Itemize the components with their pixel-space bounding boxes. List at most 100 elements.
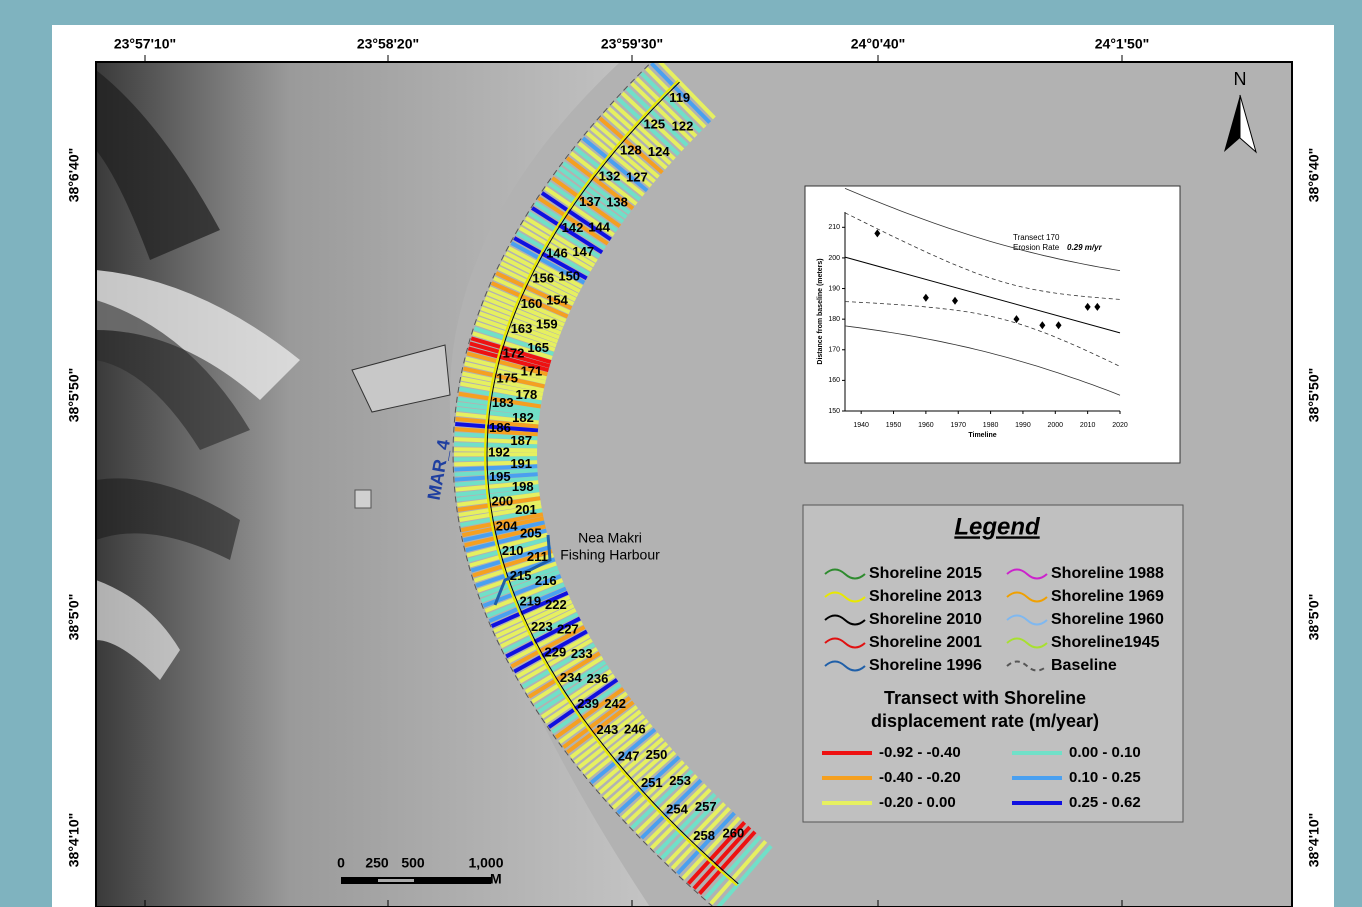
- transect-label: 124: [648, 144, 670, 159]
- y-tick-label: 170: [828, 347, 840, 354]
- transect-label: 239: [577, 696, 599, 711]
- transect-label: 171: [521, 364, 543, 379]
- transect-label: 150: [558, 268, 580, 283]
- legend-label: Shoreline 2013: [869, 588, 982, 605]
- lat-label: 38°6'40": [66, 148, 82, 203]
- scale-bar: [378, 879, 414, 882]
- legend-label: Shoreline 1988: [1051, 565, 1164, 582]
- scale-bar: [341, 877, 491, 884]
- transect-label: 250: [646, 747, 668, 762]
- y-axis-label: Distance from baseline (meters): [817, 258, 824, 364]
- legend-label: Shoreline 1969: [1051, 588, 1164, 605]
- page: 1191221251241281271321381371441421471461…: [0, 0, 1362, 907]
- lat-label: 38°5'50": [66, 368, 82, 423]
- x-tick-label: 2010: [1080, 422, 1096, 429]
- transect-label: 156: [532, 271, 554, 286]
- legend-label: Shoreline 2010: [869, 611, 982, 628]
- transect-label: 253: [669, 773, 691, 788]
- transect-label: 195: [489, 469, 511, 484]
- transect-label: 222: [545, 597, 567, 612]
- lat-label: 38°4'10": [1306, 813, 1322, 868]
- transect-label: 223: [531, 619, 553, 634]
- transect-label: 204: [496, 518, 518, 533]
- y-tick-label: 150: [828, 408, 840, 415]
- y-tick-label: 200: [828, 255, 840, 262]
- transect-label: 142: [562, 220, 584, 235]
- annotation: Erosion Rate: [1013, 243, 1060, 252]
- transect-label: 165: [527, 340, 549, 355]
- lon-label: 24°0'40": [851, 36, 906, 52]
- legend-label: Shoreline 2001: [869, 634, 982, 651]
- legend-title: Legend: [954, 513, 1041, 540]
- transect-label: 172: [503, 346, 525, 361]
- transect-label: 178: [516, 387, 538, 402]
- transect-label: 246: [624, 721, 646, 736]
- legend-subtitle: Transect with Shoreline: [884, 688, 1086, 708]
- transect-label: 254: [666, 801, 688, 816]
- transect-label: 219: [519, 593, 541, 608]
- annotation: 0.29 m/yr: [1067, 243, 1103, 252]
- transect-label: 175: [496, 371, 518, 386]
- x-tick-label: 1940: [853, 422, 869, 429]
- transect-label: 128: [620, 142, 642, 157]
- y-tick-label: 180: [828, 316, 840, 323]
- legend-label: Shoreline 2015: [869, 565, 982, 582]
- transect-label: 236: [587, 671, 609, 686]
- x-tick-label: 1950: [886, 422, 902, 429]
- transect-label: 160: [521, 296, 543, 311]
- x-tick-label: 1990: [1015, 422, 1031, 429]
- transect-label: 201: [515, 502, 537, 517]
- legend-class-label: 0.00 - 0.10: [1069, 744, 1141, 761]
- transect-label: 211: [527, 549, 548, 564]
- transect-label: 125: [643, 116, 665, 131]
- transect-label: 137: [579, 194, 601, 209]
- transect-label: 227: [557, 621, 579, 636]
- transect-label: 147: [572, 244, 594, 259]
- transect-label: 243: [597, 722, 619, 737]
- transect-label: 258: [693, 828, 715, 843]
- lon-label: 24°1'50": [1095, 36, 1150, 52]
- transect-label: 122: [672, 119, 694, 134]
- lon-label: 23°57'10": [114, 36, 176, 52]
- y-tick-label: 190: [828, 285, 840, 292]
- transect-label: 132: [599, 168, 621, 183]
- lat-label: 38°6'40": [1306, 148, 1322, 203]
- transect-label: 144: [588, 219, 610, 234]
- lat-label: 38°5'0": [1306, 594, 1322, 641]
- x-tick-label: 1980: [983, 422, 999, 429]
- transect-label: 200: [491, 494, 513, 509]
- north-label: N: [1234, 69, 1247, 89]
- transect-label: 192: [488, 444, 510, 459]
- map-figure: 1191221251241281271321381371441421471461…: [0, 0, 1362, 907]
- lat-label: 38°4'10": [66, 813, 82, 868]
- legend-class-label: -0.40 - -0.20: [879, 769, 961, 786]
- transect-label: 154: [546, 293, 568, 308]
- transect-label: 229: [545, 644, 567, 659]
- legend-label: Shoreline 1996: [869, 657, 982, 674]
- transect-label: 163: [511, 321, 533, 336]
- transect-label: 146: [546, 245, 568, 260]
- transect-label: 191: [510, 456, 532, 471]
- building: [355, 490, 371, 508]
- lon-label: 23°58'20": [357, 36, 419, 52]
- transect-label: 251: [641, 775, 663, 790]
- x-tick-label: 1970: [950, 422, 966, 429]
- legend-label: Shoreline1945: [1051, 634, 1160, 651]
- transect-label: 159: [536, 316, 558, 331]
- transect-label: 260: [723, 825, 745, 840]
- transect-label: 242: [604, 696, 626, 711]
- inset-chart: 1501601701801902002101940195019601970198…: [805, 186, 1180, 463]
- transect-label: 205: [520, 526, 542, 541]
- transect-label: 210: [502, 543, 524, 558]
- lat-label: 38°5'50": [1306, 368, 1322, 423]
- lat-label: 38°5'0": [66, 594, 82, 641]
- transect-label: 198: [512, 479, 534, 494]
- legend-class-label: 0.10 - 0.25: [1069, 769, 1141, 786]
- scale-label: 500: [401, 855, 425, 871]
- annotation: Transect 170: [1013, 233, 1060, 242]
- x-tick-label: 2000: [1048, 422, 1064, 429]
- y-tick-label: 160: [828, 377, 840, 384]
- transect-label: 233: [571, 646, 593, 661]
- legend-class-label: -0.20 - 0.00: [879, 794, 956, 811]
- legend-class-label: 0.25 - 0.62: [1069, 794, 1141, 811]
